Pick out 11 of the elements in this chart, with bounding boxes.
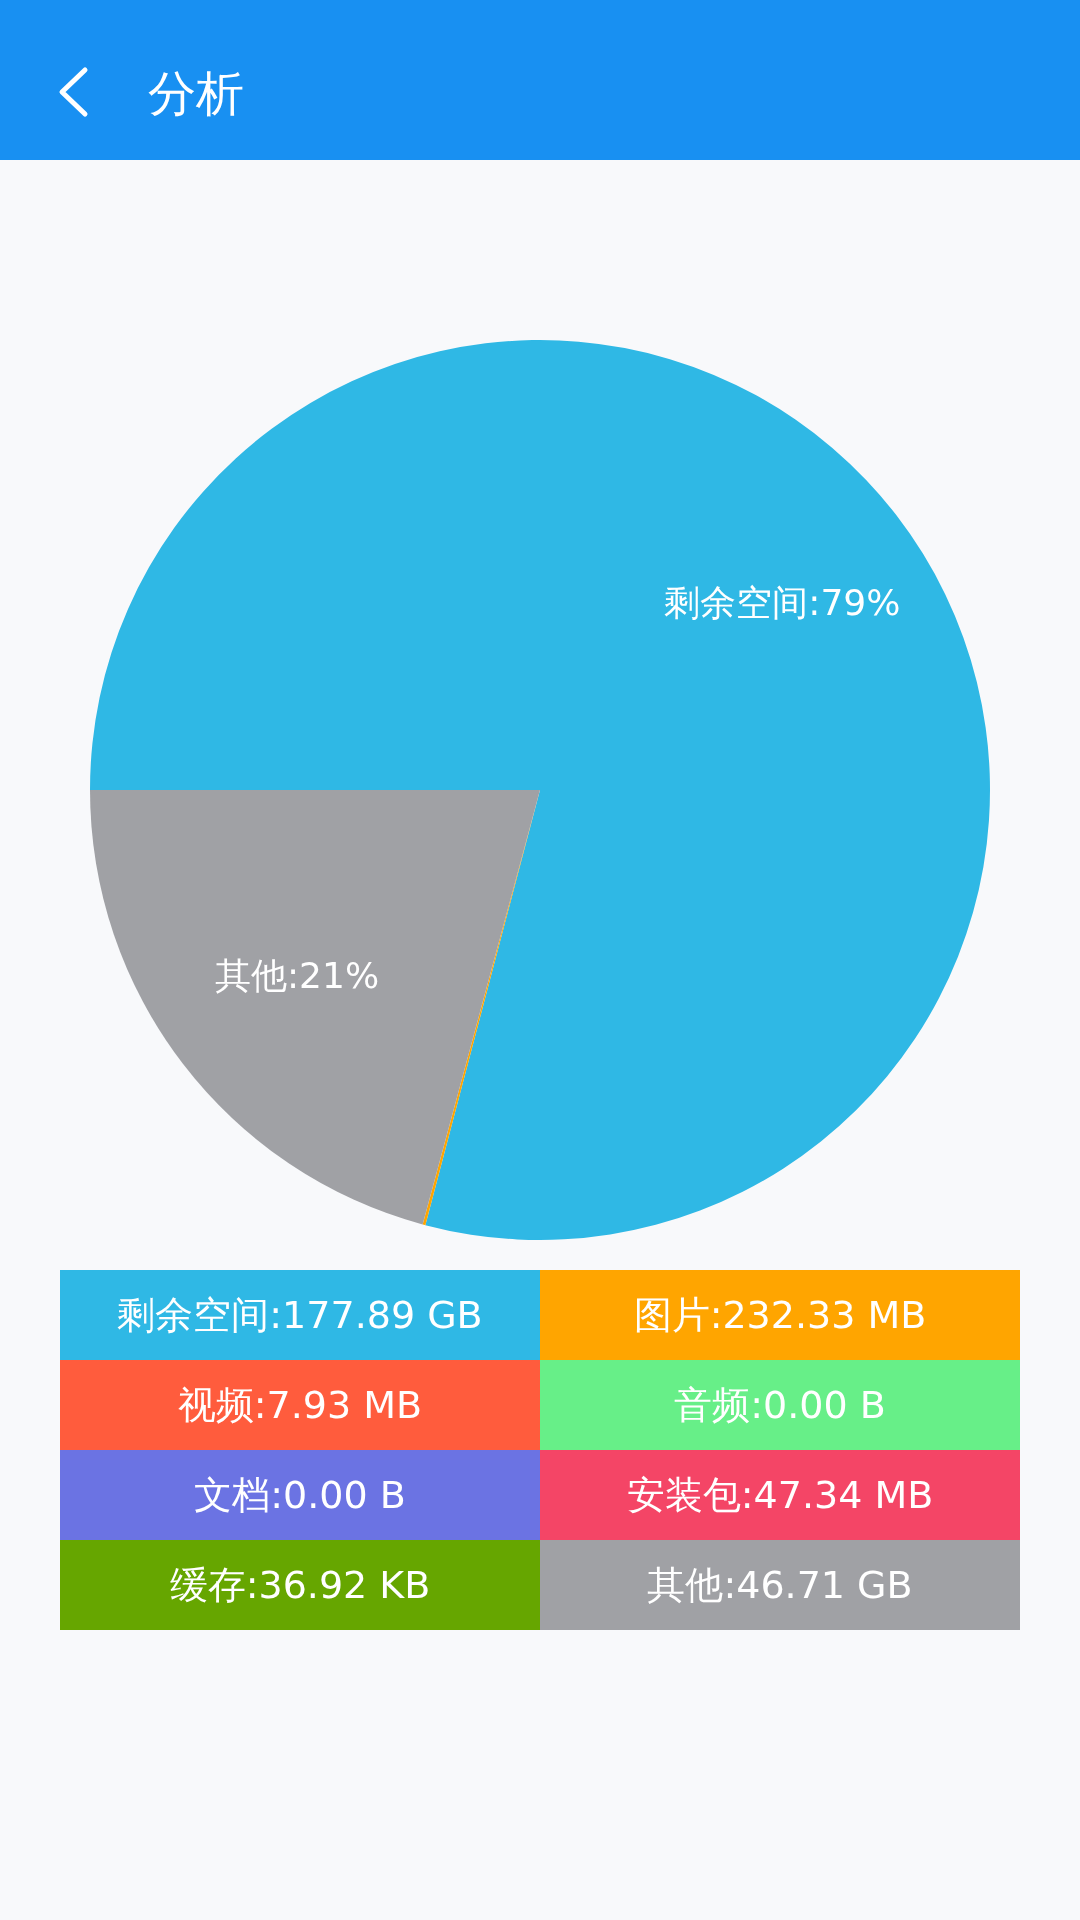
category-label: 视频:7.93 MB (177, 1383, 423, 1427)
category-label: 图片:232.33 MB (633, 1293, 927, 1337)
category-label: 音频:0.00 B (674, 1383, 886, 1427)
category-label: 其他:46.71 GB (647, 1563, 913, 1607)
slice-label: 剩余空间:79% (664, 582, 901, 624)
slice-label: 其他:21% (214, 955, 380, 997)
category-label: 文档:0.00 B (194, 1473, 406, 1517)
category-label: 剩余空间:177.89 GB (117, 1293, 483, 1337)
chart-title: 分析 (148, 65, 244, 121)
category-label: 安装包:47.34 MB (626, 1473, 934, 1517)
category-label: 缓存:36.92 KB (169, 1563, 431, 1607)
